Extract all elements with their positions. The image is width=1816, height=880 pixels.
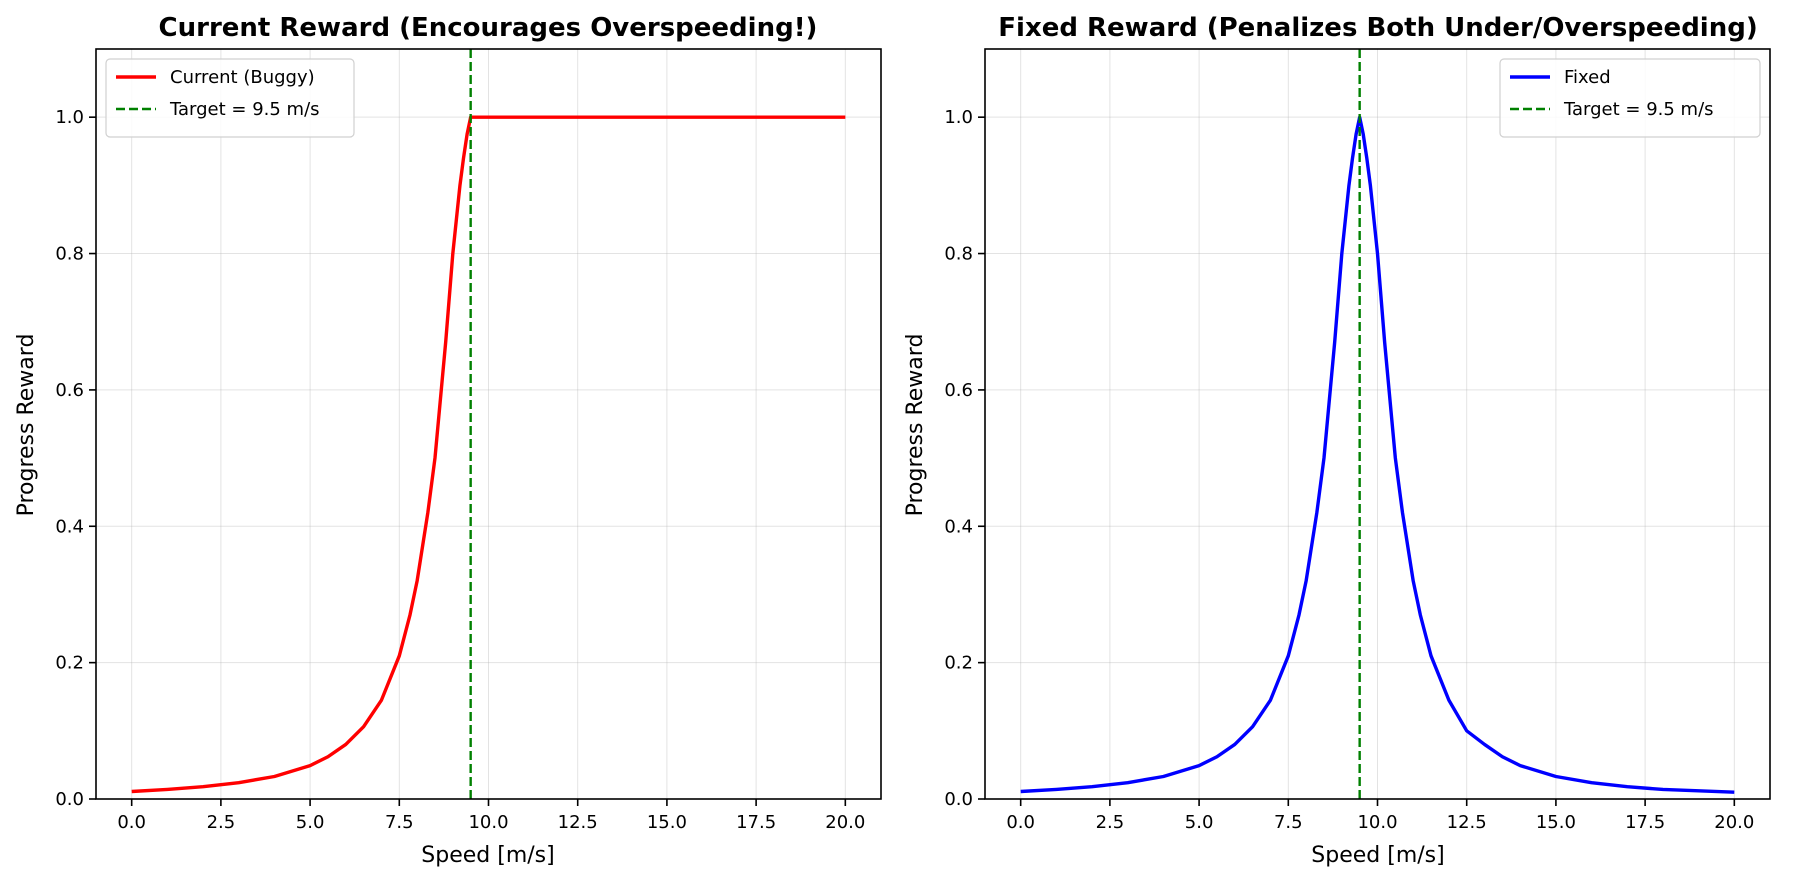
y-tick-label: 1.0 (944, 107, 973, 128)
x-tick-label: 15.0 (1536, 812, 1576, 833)
x-axis-label: Speed [m/s] (421, 843, 554, 868)
legend-label: Fixed (1564, 67, 1611, 88)
x-tick-label: 20.0 (825, 812, 865, 833)
x-tick-label: 12.5 (558, 812, 598, 833)
y-axis-label: Progress Reward (903, 334, 928, 517)
y-tick-label: 1.0 (55, 107, 84, 128)
x-tick-label: 0.0 (1006, 812, 1035, 833)
panel-fixed-reward: Fixed Reward (Penalizes Both Under/Overs… (903, 13, 1771, 868)
x-tick-label: 20.0 (1714, 812, 1754, 833)
y-tick-label: 0.2 (944, 653, 973, 674)
y-tick-label: 0.4 (55, 516, 84, 537)
series-line (131, 115, 846, 794)
series-layer (131, 49, 846, 799)
x-tick-label: 5.0 (1185, 812, 1214, 833)
x-tick-label: 17.5 (1625, 812, 1665, 833)
ticks: 0.0 2.5 5.0 7.5 10.0 12.5 15.0 17.5 20.0 0.0 0.2 0.… (55, 107, 865, 833)
y-tick-label: 0.2 (55, 653, 84, 674)
y-tick-label: 0.8 (55, 244, 84, 265)
legend-box (105, 58, 355, 138)
ticks: 0.0 2.5 5.0 7.5 10.0 12.5 15.0 17.5 20.0 0.0 0.2 0.… (944, 107, 1754, 833)
y-tick-label: 0.0 (944, 789, 973, 810)
x-tick-label: 0.0 (117, 812, 146, 833)
y-axis-label: Progress Reward (14, 334, 39, 517)
x-tick-label: 2.5 (207, 812, 236, 833)
legend-label: Current (Buggy) (170, 67, 315, 88)
grid (96, 49, 881, 800)
x-tick-label: 12.5 (1447, 812, 1487, 833)
x-tick-label: 2.5 (1096, 812, 1125, 833)
x-tick-label: 7.5 (1274, 812, 1303, 833)
legend: Current (Buggy) Target = 9.5 m/s (105, 58, 355, 138)
x-tick-label: 7.5 (385, 812, 414, 833)
y-tick-label: 0.6 (944, 380, 973, 401)
y-tick-label: 0.6 (55, 380, 84, 401)
y-tick-label: 0.8 (944, 244, 973, 265)
x-tick-label: 15.0 (647, 812, 687, 833)
legend-label: Target = 9.5 m/s (1563, 99, 1714, 120)
y-tick-label: 0.0 (55, 789, 84, 810)
x-tick-label: 10.0 (468, 812, 508, 833)
grid (985, 49, 1770, 800)
chart-title: Current Reward (Encourages Overspeeding!… (159, 13, 818, 43)
x-tick-label: 10.0 (1357, 812, 1397, 833)
legend-box (1499, 58, 1761, 138)
x-axis-label: Speed [m/s] (1311, 843, 1444, 868)
x-tick-label: 17.5 (736, 812, 776, 833)
legend: Fixed Target = 9.5 m/s (1499, 58, 1761, 138)
panel-current-reward: Current Reward (Encourages Overspeeding!… (14, 13, 882, 868)
x-tick-label: 5.0 (296, 812, 325, 833)
y-tick-label: 0.4 (944, 516, 973, 537)
chart-title: Fixed Reward (Penalizes Both Under/Overs… (998, 13, 1757, 43)
legend-label: Target = 9.5 m/s (169, 99, 320, 120)
series-layer (1020, 49, 1735, 799)
